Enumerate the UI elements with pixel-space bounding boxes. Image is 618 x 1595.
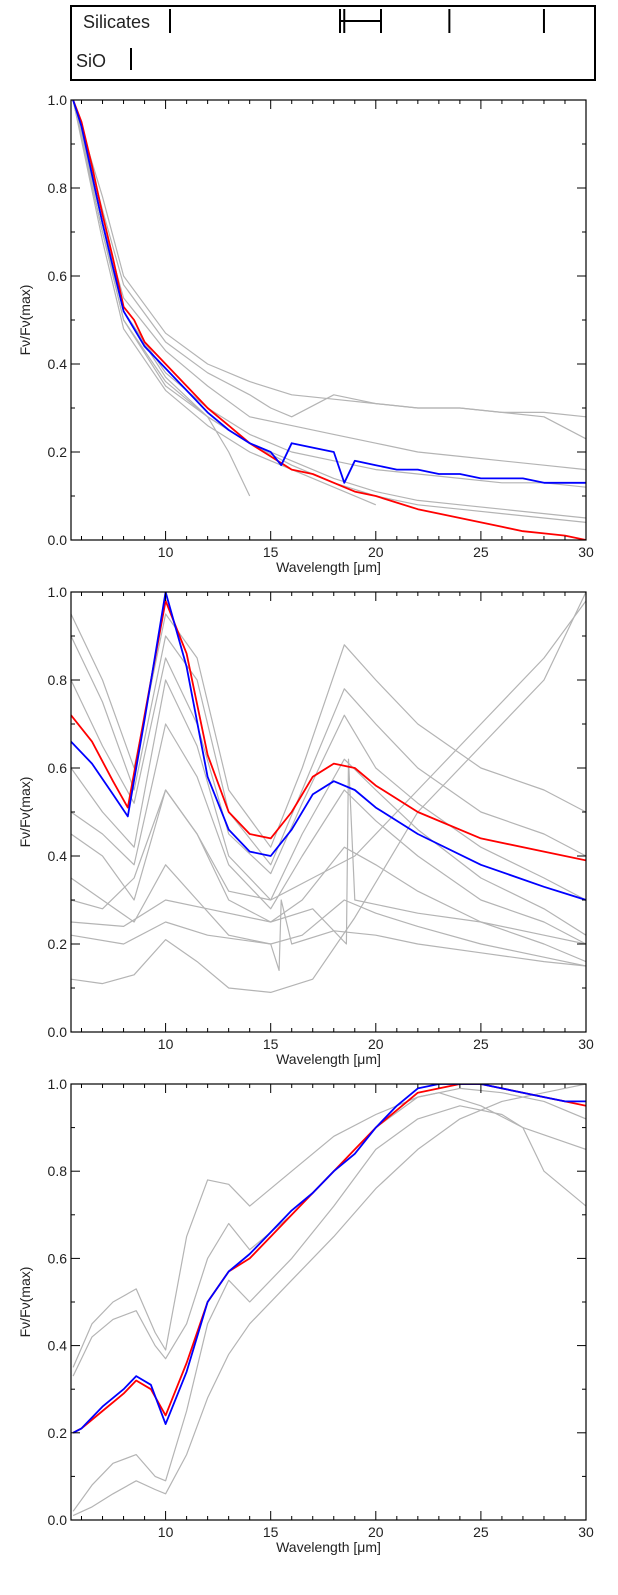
y-tick-label-3-3: 0.6: [48, 1250, 68, 1266]
series-red-line-1-8: [72, 100, 586, 540]
y-tick-label-3-4: 0.8: [48, 1163, 68, 1179]
chart-panel-2: 10 15 20 25 30 0.0 0.2 0.4 0.6 0.8 1.0 Wavelength […: [17, 584, 594, 1067]
series-grey-line-2-0: [71, 613, 586, 848]
legend-label-silicates: Silicates: [83, 12, 150, 32]
series-grey-line-2-1: [71, 635, 586, 866]
y-tick-label-1-2: 0.4: [48, 356, 68, 372]
y-tick-label-1-1: 0.2: [48, 444, 68, 460]
series-grey-line-1-7: [72, 100, 377, 506]
series-grey-line-2-10: [71, 899, 586, 972]
x-tick-label-1-4: 30: [578, 544, 594, 560]
y-tick-label-2-5: 1.0: [48, 584, 68, 600]
plot-frame: [70, 99, 587, 541]
y-tick-label-2-4: 0.8: [48, 672, 68, 688]
y-tick-label-1-4: 0.8: [48, 180, 68, 196]
y-tick-label-3-5: 1.0: [48, 1076, 68, 1092]
series-grey-line-1-0: [72, 100, 586, 418]
x-tick-label-1-3: 25: [473, 544, 489, 560]
x-tick-label-3-3: 25: [473, 1524, 489, 1540]
y-axis-label: Fν/Fν(max): [17, 1267, 33, 1338]
plot-frame: [70, 591, 587, 1033]
chart-panel-3: 10 15 20 25 30 0.0 0.2 0.4 0.6 0.8 1.0 Wavelength […: [17, 1076, 594, 1555]
y-tick-label-2-3: 0.6: [48, 760, 68, 776]
x-tick-label-2-3: 25: [473, 1036, 489, 1052]
y-tick-label-3-1: 0.2: [48, 1425, 68, 1441]
chart-panels: 10 15 20 25 30 0.0 0.2 0.4 0.6 0.8 1.0 Wavelength […: [17, 92, 594, 1555]
y-tick-label-2-2: 0.4: [48, 848, 68, 864]
y-axis-label: Fν/Fν(max): [17, 285, 33, 356]
series-grey-line-2-3: [71, 679, 586, 936]
series-grey-line-1-1: [72, 100, 586, 440]
y-tick-label-1-0: 0.0: [48, 532, 68, 548]
legend-box: Silicates SiO: [70, 5, 596, 81]
x-tick-label-3-4: 30: [578, 1524, 594, 1540]
series-grey-line-3-2: [72, 1105, 586, 1512]
series-group-3: [72, 1084, 586, 1517]
series-grey-line-2-2: [71, 657, 586, 901]
x-axis-label: Wavelength [μm]: [276, 1051, 381, 1067]
series-blue-line-3-5: [72, 1084, 586, 1434]
x-tick-label-1-1: 15: [263, 544, 279, 560]
series-grey-line-3-0: [72, 1092, 586, 1368]
legend-label-sio: SiO: [76, 51, 106, 71]
series-grey-line-1-2: [72, 100, 586, 471]
series-group-2: [71, 592, 586, 994]
y-tick-label-1-5: 1.0: [48, 92, 68, 108]
x-axis-label: Wavelength [μm]: [276, 1539, 381, 1555]
series-grey-line-2-6: [71, 864, 586, 967]
series-blue-line-1-9: [72, 100, 586, 484]
series-group-1: [72, 100, 586, 540]
series-grey-line-2-8: [71, 600, 586, 910]
x-tick-label-3-1: 15: [263, 1524, 279, 1540]
series-grey-line-1-3: [72, 100, 586, 488]
series-grey-line-2-4: [71, 723, 586, 945]
chart-panel-1: 10 15 20 25 30 0.0 0.2 0.4 0.6 0.8 1.0 Wavelength […: [17, 92, 594, 575]
x-tick-label-3-2: 20: [368, 1524, 384, 1540]
y-tick-label-2-1: 0.2: [48, 936, 68, 952]
series-grey-line-1-6: [72, 100, 251, 497]
y-tick-label-3-0: 0.0: [48, 1512, 68, 1528]
plot-frame: [70, 1083, 587, 1521]
x-tick-label-1-0: 10: [158, 544, 174, 560]
y-axis-label: Fν/Fν(max): [17, 777, 33, 848]
series-grey-line-2-9: [71, 758, 586, 945]
series-grey-line-3-3: [72, 1084, 586, 1517]
x-tick-label-2-4: 30: [578, 1036, 594, 1052]
x-tick-label-3-0: 10: [158, 1524, 174, 1540]
y-tick-label-3-2: 0.4: [48, 1338, 68, 1354]
series-grey-line-2-5: [71, 789, 586, 963]
series-blue-line-2-12: [71, 592, 586, 901]
x-axis-label: Wavelength [μm]: [276, 559, 381, 575]
legend-frame: [70, 5, 596, 81]
x-tick-label-2-0: 10: [158, 1036, 174, 1052]
series-grey-line-2-7: [71, 592, 586, 994]
x-tick-label-2-1: 15: [263, 1036, 279, 1052]
y-tick-label-2-0: 0.0: [48, 1024, 68, 1040]
series-red-line-2-11: [71, 599, 586, 862]
legend-bracket: [339, 9, 382, 33]
legend-markers: [130, 9, 545, 70]
y-tick-label-1-3: 0.6: [48, 268, 68, 284]
series-red-line-3-4: [72, 1084, 586, 1434]
x-tick-label-2-2: 20: [368, 1036, 384, 1052]
x-tick-label-1-2: 20: [368, 544, 384, 560]
series-grey-line-3-1: [72, 1087, 586, 1377]
series-grey-line-1-4: [72, 100, 586, 519]
